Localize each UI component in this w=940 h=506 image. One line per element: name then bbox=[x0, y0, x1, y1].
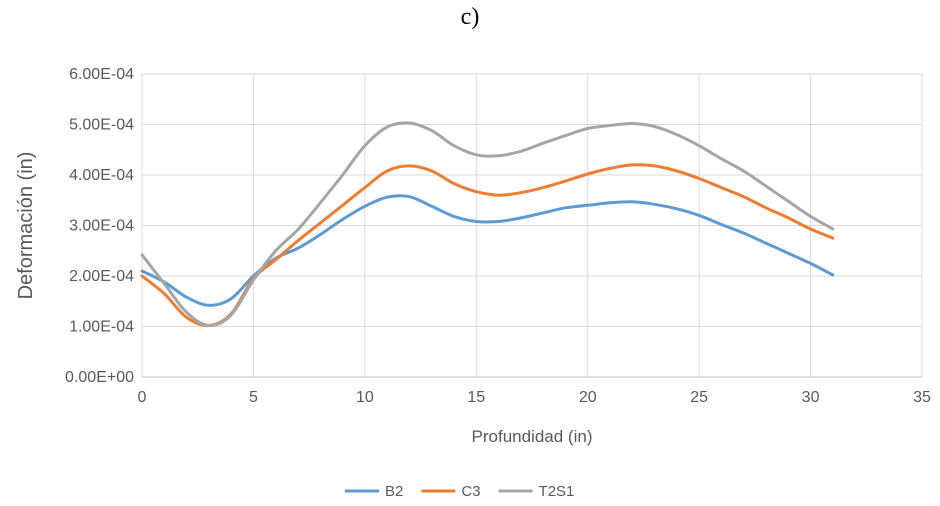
x-tick-label: 20 bbox=[579, 389, 597, 406]
figure-label: c) bbox=[460, 4, 480, 30]
y-tick-label: 0.00E+00 bbox=[65, 369, 134, 386]
y-tick-label: 1.00E-04 bbox=[69, 319, 134, 336]
x-tick-label: 25 bbox=[690, 389, 708, 406]
y-tick-label: 2.00E-04 bbox=[69, 268, 134, 285]
x-tick-label: 30 bbox=[802, 389, 820, 406]
series-line-t2s1 bbox=[140, 121, 835, 328]
x-tick-label: 0 bbox=[138, 389, 147, 406]
x-axis-label: Profundidad (in) bbox=[472, 427, 593, 446]
legend-label-b2: B2 bbox=[385, 483, 403, 500]
x-axis-ticks: 0 5 10 15 20 25 30 35 bbox=[138, 389, 931, 406]
chart-grid bbox=[141, 73, 923, 378]
y-tick-label: 6.00E-04 bbox=[69, 66, 134, 83]
y-tick-label: 5.00E-04 bbox=[69, 117, 134, 134]
plot-area bbox=[140, 121, 835, 328]
y-tick-label: 3.00E-04 bbox=[69, 218, 134, 235]
legend-label-c3: C3 bbox=[461, 483, 480, 500]
x-tick-label: 10 bbox=[356, 389, 374, 406]
chart-legend: B2 C3 T2S1 bbox=[345, 483, 574, 500]
x-tick-label: 15 bbox=[467, 389, 485, 406]
x-tick-label: 35 bbox=[913, 389, 931, 406]
y-tick-label: 4.00E-04 bbox=[69, 167, 134, 184]
y-axis-ticks: 0.00E+00 1.00E-04 2.00E-04 3.00E-04 4.00E-04… bbox=[65, 66, 134, 386]
y-axis-label: Deformación (in) bbox=[15, 152, 37, 300]
series-line-c3 bbox=[140, 163, 835, 328]
legend-label-t2s1: T2S1 bbox=[539, 483, 575, 500]
x-tick-label: 5 bbox=[249, 389, 258, 406]
